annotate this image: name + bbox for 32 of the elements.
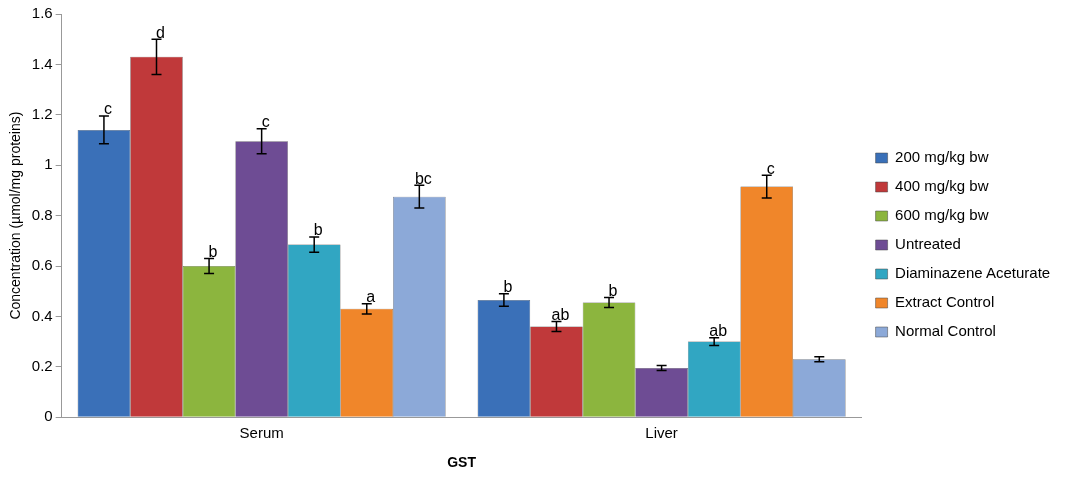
legend-label: Normal Control: [895, 322, 996, 340]
y-tick-label: 0: [44, 407, 53, 425]
legend-label: 600 mg/kg bw: [895, 206, 989, 224]
data-label: b: [608, 281, 618, 299]
data-label: c: [766, 159, 775, 177]
y-tick-label: 0.6: [31, 256, 53, 274]
x-tick-label: Serum: [239, 424, 284, 442]
data-label: b: [208, 242, 218, 260]
data-label: d: [156, 23, 165, 41]
y-tick-label: 0.4: [31, 306, 53, 324]
data-label: a: [366, 288, 376, 306]
y-tick-label: 0.8: [31, 205, 53, 223]
data-label: c: [103, 100, 112, 118]
legend-label: Untreated: [895, 235, 961, 253]
data-label: bc: [414, 169, 432, 187]
y-tick-label: 1.2: [31, 104, 53, 122]
legend-label: 400 mg/kg bw: [895, 177, 989, 195]
data-label: ab: [709, 322, 728, 340]
legend-label: 200 mg/kg bw: [895, 148, 989, 166]
x-tick-label: Liver: [645, 424, 678, 442]
y-tick-label: 1: [44, 155, 53, 173]
y-tick-label: 1.6: [31, 4, 53, 22]
x-axis-title: GST: [447, 454, 477, 471]
data-label: b: [503, 278, 513, 296]
y-tick-label: 0.2: [31, 356, 53, 374]
y-tick-label: 1.4: [31, 54, 53, 72]
y-axis-title: Concentration (µmol/mg proteins): [7, 111, 24, 320]
data-label: b: [313, 221, 323, 239]
data-label: ab: [551, 305, 570, 323]
legend-label: Extract Control: [895, 293, 995, 311]
legend-label: Diaminazene Aceturate: [895, 264, 1051, 282]
data-label: c: [261, 113, 270, 131]
